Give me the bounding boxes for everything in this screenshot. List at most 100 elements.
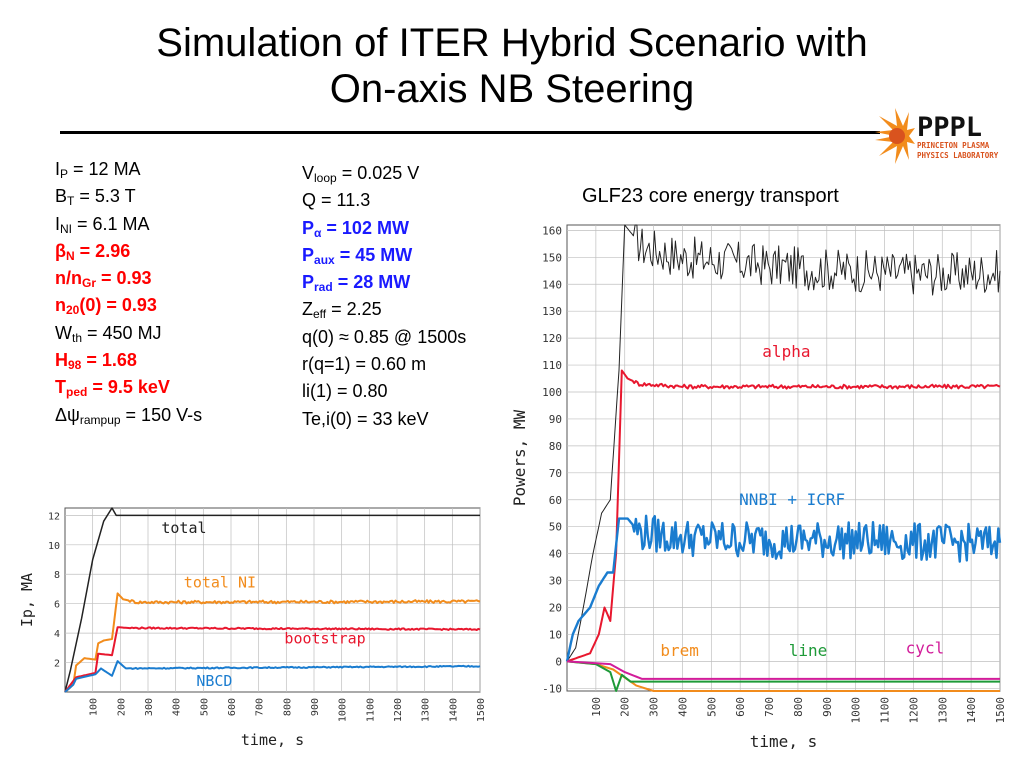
pppl-logo: PPPL PRINCETON PLASMA PHYSICS LABORATORY (875, 108, 999, 164)
x-tick-label: 200 (116, 698, 127, 716)
x-tick-label: 400 (676, 697, 689, 717)
param-subscript: 20 (66, 303, 80, 318)
sunburst-icon (875, 108, 915, 164)
param-left-5: n20(0) = 0.93 (55, 292, 202, 319)
logo-text: PPPL (917, 112, 982, 143)
param-symbol: n/n (55, 268, 82, 289)
series-line-nbcd (64, 660, 481, 693)
y-tick-label: 10 (48, 541, 60, 552)
x-tick-label: 1000 (338, 698, 349, 722)
param-value: = 5.3 T (74, 186, 136, 207)
x-tick-label: 1000 (850, 697, 863, 724)
y-tick-label: 150 (542, 251, 562, 264)
param-value: = 2.25 (326, 299, 382, 320)
param-left-7: H98 = 1.68 (55, 347, 202, 374)
param-symbol: T (55, 377, 66, 398)
y-tick-label: 12 (48, 511, 60, 522)
plot-area (566, 224, 1001, 692)
param-right-4: Prad = 28 MW (302, 269, 466, 296)
x-tick-label: 800 (282, 698, 293, 716)
slide-title-line2: On-axis NB Steering (329, 67, 695, 111)
series-label: bootstrap (284, 629, 365, 647)
x-tick-label: 500 (705, 697, 718, 717)
param-subscript: eff (313, 307, 327, 322)
y-tick-label: 0 (555, 655, 562, 668)
param-symbol: q(0) ≈ 0.85 @ 1500s (302, 326, 467, 347)
series-line-bootstrap (64, 626, 481, 693)
x-tick-label: 600 (734, 697, 747, 717)
series-line-total (64, 507, 480, 693)
param-value: = 9.5 keV (87, 377, 170, 398)
series-label: NBCD (196, 672, 232, 690)
param-value: = 6.1 MA (72, 213, 150, 234)
x-tick-label: 1300 (936, 697, 949, 724)
y-tick-label: 140 (542, 278, 562, 291)
x-tick-label: 600 (227, 698, 238, 716)
y-tick-label: 120 (542, 332, 562, 345)
y-tick-label: 60 (549, 494, 562, 507)
param-symbol: Q = 11.3 (302, 190, 371, 211)
param-value: = 0.025 V (336, 163, 420, 183)
x-tick-label: 1200 (393, 698, 404, 722)
y-tick-label: 50 (549, 521, 562, 534)
param-value: = 45 MW (334, 244, 413, 265)
param-subscript: aux (314, 252, 335, 267)
param-left-2: INI = 6.1 MA (55, 211, 202, 238)
y-tick-label: 6 (54, 600, 60, 611)
slide-title: Simulation of ITER Hybrid Scenario with … (0, 20, 1024, 112)
param-subscript: NI (60, 221, 73, 236)
x-tick-label: 1100 (365, 698, 376, 722)
x-tick-label: 300 (648, 697, 661, 717)
y-tick-label: 160 (542, 224, 562, 237)
param-right-1: Q = 11.3 (302, 187, 466, 214)
param-symbol: B (55, 186, 68, 207)
param-value: = 1.68 (81, 350, 137, 371)
param-symbol: Z (302, 299, 313, 320)
series-label: alpha (762, 342, 810, 361)
y-tick-label: 100 (542, 386, 562, 399)
x-tick-label: 100 (89, 698, 100, 716)
power-chart: 100 200 300 400 500 600 700 800 900 1000 1100 1200 1… (510, 224, 1007, 751)
x-tick-label: 1100 (879, 697, 892, 724)
x-tick-label: 1300 (421, 698, 432, 722)
logo-sub1: PRINCETON PLASMA (917, 141, 990, 150)
y-tick-label: 30 (549, 575, 562, 588)
y-axis-label: Ip, MA (18, 573, 36, 627)
param-right-6: q(0) ≈ 0.85 @ 1500s (302, 324, 466, 351)
y-tick-label: 80 (549, 440, 562, 453)
x-tick-label: 900 (821, 697, 834, 717)
y-axis-label: Powers, MW (510, 409, 529, 506)
param-left-6: Wth = 450 MJ (55, 320, 202, 347)
param-symbol: V (302, 163, 315, 183)
plasma-parameters-left: IP = 12 MA BT = 5.3 T INI = 6.1 MA βN = 2.9… (55, 156, 202, 429)
y-tick-label: 8 (54, 570, 60, 581)
x-tick-label: 800 (792, 697, 805, 717)
param-value: = 0.93 (96, 268, 152, 289)
logo-sub2: PHYSICS LABORATORY (917, 151, 999, 160)
series-label: cycl (906, 638, 945, 657)
series-label: total (161, 519, 206, 537)
param-symbol: P (302, 244, 315, 265)
param-symbol: n (55, 295, 66, 316)
x-tick-label: 1500 (994, 697, 1007, 724)
x-tick-label: 100 (590, 697, 603, 717)
param-symbol: H (55, 350, 68, 371)
slide-title-line1: Simulation of ITER Hybrid Scenario with (156, 21, 868, 65)
param-left-4: n/nGr = 0.93 (55, 265, 202, 292)
series-label: total NI (184, 573, 256, 591)
param-subscript: th (72, 330, 83, 345)
param-symbol: li(1) = 0.80 (302, 381, 388, 402)
x-tick-label: 500 (199, 698, 210, 716)
param-right-9: Te,i(0) = 33 keV (302, 406, 466, 433)
param-value: = 2.96 (74, 240, 131, 261)
param-right-8: li(1) = 0.80 (302, 378, 466, 405)
x-tick-label: 1400 (965, 697, 978, 724)
x-tick-label: 1200 (907, 697, 920, 724)
param-left-1: BT = 5.3 T (55, 183, 202, 210)
x-tick-label: 700 (763, 697, 776, 717)
y-tick-label: 10 (549, 628, 562, 641)
x-tick-label: 300 (144, 698, 155, 716)
y-tick-label: 70 (549, 467, 562, 480)
y-tick-label: 90 (549, 413, 562, 426)
